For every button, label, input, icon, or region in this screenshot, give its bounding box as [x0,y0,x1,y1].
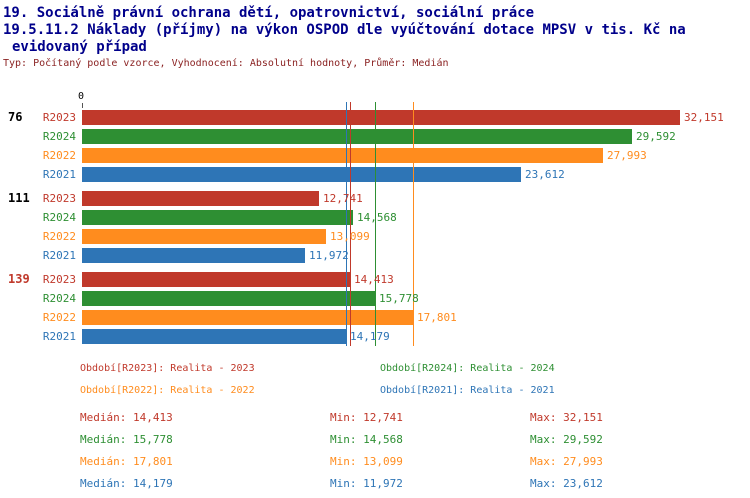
bar-r2022 [82,148,603,163]
bar-r2021 [82,248,305,263]
bar-r2024 [82,291,375,306]
group-label: 139 [8,272,30,286]
legend-item-r2021: Období[R2021]: Realita - 2021 [380,385,555,396]
series-row-label-r2021: R2021 [42,168,76,181]
bar-value-label: 32,151 [684,111,724,124]
legend-item-r2024: Období[R2024]: Realita - 2024 [380,363,555,374]
series-row-label-r2022: R2022 [42,311,76,324]
bar-r2023 [82,110,680,125]
bar-r2022 [82,229,326,244]
series-row-label-r2024: R2024 [42,211,76,224]
bar-r2024 [82,210,353,225]
series-row-label-r2024: R2024 [42,292,76,305]
bar-value-label: 15,778 [379,292,419,305]
stat-max-r2021: Max: 23,612 [530,477,603,490]
chart-title-line-2: 19.5.11.2 Náklady (příjmy) na výkon OSPO… [3,22,686,38]
stat-median-r2021: Medián: 14,179 [80,477,173,490]
bar-r2023 [82,191,319,206]
bar-value-label: 12,741 [323,192,363,205]
bar-value-label: 14,568 [357,211,397,224]
bar-r2021 [82,167,521,182]
bar-r2022 [82,310,413,325]
series-row-label-r2022: R2022 [42,230,76,243]
group-label: 76 [8,110,23,124]
group-label: 111 [8,191,30,205]
series-row-label-r2021: R2021 [42,330,76,343]
series-row-label-r2022: R2022 [42,149,76,162]
stat-median-r2024: Medián: 15,778 [80,433,173,446]
bar-value-label: 13,099 [330,230,370,243]
x-axis-zero-label: 0 [78,91,85,102]
stat-min-r2024: Min: 14,568 [330,433,403,446]
median-line-r2021 [346,102,347,346]
series-row-label-r2024: R2024 [42,130,76,143]
bar-r2021 [82,329,346,344]
bar-value-label: 27,993 [607,149,647,162]
stat-min-r2023: Min: 12,741 [330,411,403,424]
series-row-label-r2021: R2021 [42,249,76,262]
bar-plot: 0 76 R2023 32,151 R2024 29,592 R2022 27,993 R202… [0,92,750,360]
bar-value-label: 23,612 [525,168,565,181]
series-row-label-r2023: R2023 [42,111,76,124]
stat-max-r2024: Max: 29,592 [530,433,603,446]
bar-value-label: 29,592 [636,130,676,143]
legend-item-r2022: Období[R2022]: Realita - 2022 [80,385,255,396]
legend-item-r2023: Období[R2023]: Realita - 2023 [80,363,255,374]
bar-value-label: 14,179 [350,330,390,343]
median-line-r2023 [350,102,351,346]
stat-max-r2022: Max: 27,993 [530,455,603,468]
stat-min-r2021: Min: 11,972 [330,477,403,490]
stat-max-r2023: Max: 32,151 [530,411,603,424]
chart-meta: Typ: Počítaný podle vzorce, Vyhodnocení:… [3,58,449,69]
bar-value-label: 11,972 [309,249,349,262]
stat-min-r2022: Min: 13,099 [330,455,403,468]
stat-median-r2023: Medián: 14,413 [80,411,173,424]
series-row-label-r2023: R2023 [42,192,76,205]
series-row-label-r2023: R2023 [42,273,76,286]
bar-r2023 [82,272,350,287]
median-line-r2022 [413,102,414,346]
x-axis-tick [82,103,83,108]
chart-title-line-3: evidovaný případ [12,39,147,55]
bar-value-label: 14,413 [354,273,394,286]
chart-title-line-1: 19. Sociálně právní ochrana dětí, opatro… [3,5,535,21]
stat-median-r2022: Medián: 17,801 [80,455,173,468]
median-line-r2024 [375,102,376,346]
bar-r2024 [82,129,632,144]
bar-value-label: 17,801 [417,311,457,324]
